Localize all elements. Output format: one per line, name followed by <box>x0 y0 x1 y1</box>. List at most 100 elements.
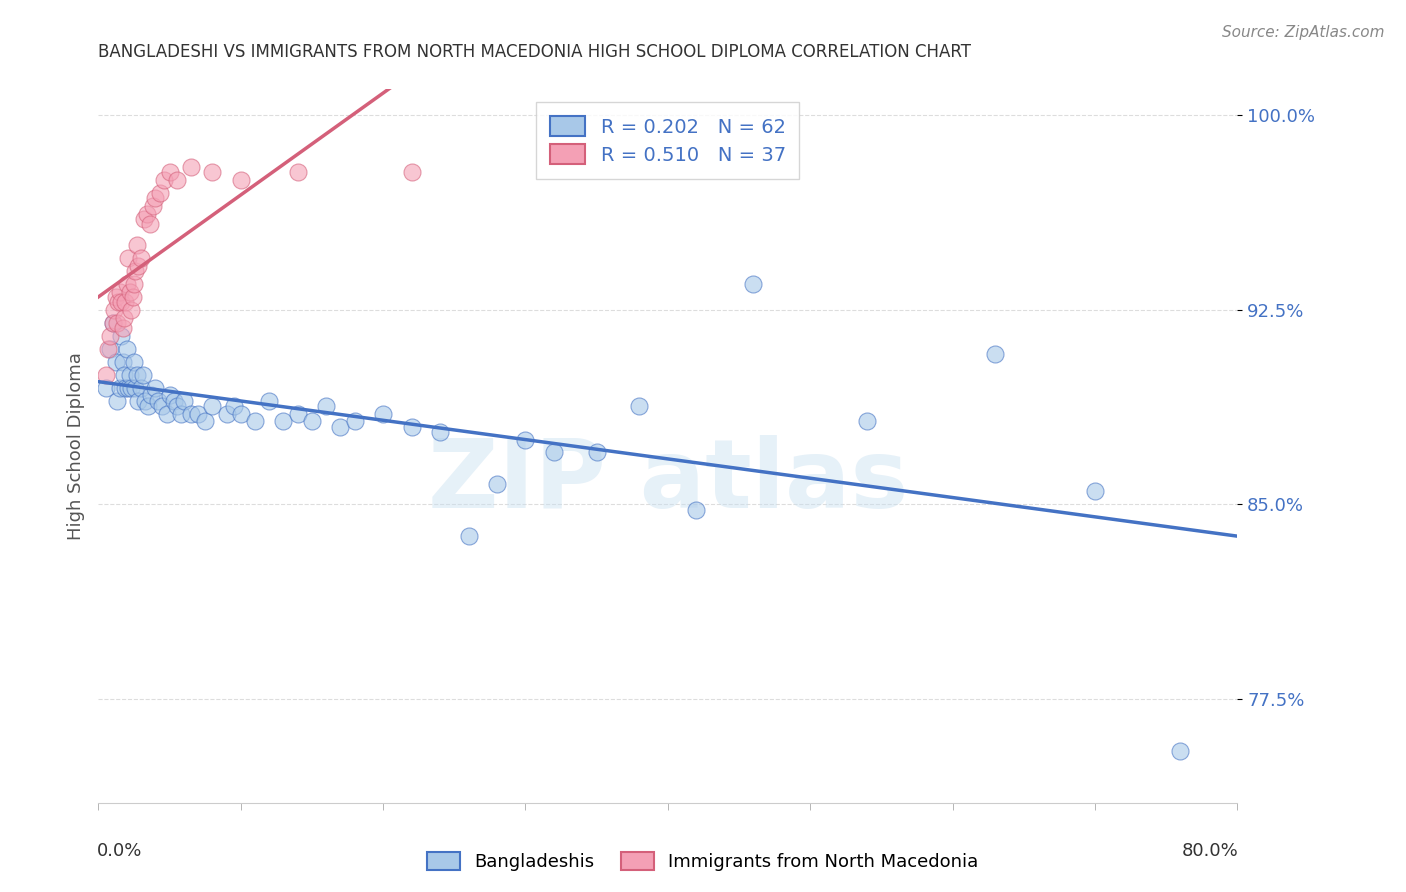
Point <box>131 368 153 382</box>
Point <box>373 407 395 421</box>
Point <box>97 342 120 356</box>
Point <box>125 238 148 252</box>
Point <box>114 295 136 310</box>
Point <box>170 407 193 421</box>
Point <box>194 414 217 428</box>
Point <box>215 407 238 421</box>
Point <box>180 407 202 421</box>
Point <box>117 251 139 265</box>
Point <box>111 354 134 368</box>
Point <box>105 316 128 330</box>
Point <box>125 368 148 382</box>
Point <box>127 393 149 408</box>
Point <box>98 328 121 343</box>
Point <box>148 393 170 408</box>
Point <box>122 277 145 291</box>
Point <box>515 433 537 447</box>
Point <box>287 165 309 179</box>
Point <box>129 251 152 265</box>
Point <box>132 211 155 226</box>
Point <box>173 393 195 408</box>
Point <box>94 368 117 382</box>
Point <box>139 388 162 402</box>
Point <box>127 259 149 273</box>
Point <box>115 342 138 356</box>
Point <box>742 277 765 291</box>
Point <box>273 414 295 428</box>
Point <box>401 419 423 434</box>
Point <box>134 393 156 408</box>
Point <box>112 310 135 325</box>
Point <box>122 354 145 368</box>
Point <box>101 316 124 330</box>
Point <box>628 399 651 413</box>
Point <box>149 186 172 200</box>
Point <box>152 399 174 413</box>
Point <box>685 502 707 516</box>
Point <box>166 399 188 413</box>
Point <box>166 173 188 187</box>
Legend: Bangladeshis, Immigrants from North Macedonia: Bangladeshis, Immigrants from North Mace… <box>420 845 986 879</box>
Point <box>543 445 565 459</box>
Point <box>315 399 337 413</box>
Point <box>229 173 252 187</box>
Point <box>145 381 167 395</box>
Point <box>94 381 117 395</box>
Point <box>343 414 366 428</box>
Point <box>429 425 451 439</box>
Point <box>401 165 423 179</box>
Point <box>329 419 352 434</box>
Point <box>120 381 142 395</box>
Point <box>243 414 266 428</box>
Point <box>117 381 139 395</box>
Point <box>98 342 121 356</box>
Point <box>121 290 143 304</box>
Point <box>159 165 181 179</box>
Point <box>136 399 159 413</box>
Point <box>129 381 152 395</box>
Point <box>105 393 128 408</box>
Point <box>101 316 124 330</box>
Point <box>486 476 509 491</box>
Point <box>111 321 134 335</box>
Point <box>145 191 167 205</box>
Point <box>118 368 141 382</box>
Point <box>135 207 157 221</box>
Point <box>138 217 160 231</box>
Point <box>103 302 125 317</box>
Point <box>1170 744 1192 758</box>
Point <box>457 528 479 542</box>
Text: ZIP atlas: ZIP atlas <box>427 435 908 528</box>
Point <box>287 407 309 421</box>
Point <box>112 368 135 382</box>
Point <box>107 295 129 310</box>
Point <box>124 381 146 395</box>
Point <box>104 290 127 304</box>
Point <box>108 285 131 299</box>
Point <box>110 295 132 310</box>
Point <box>163 393 186 408</box>
Point <box>1084 484 1107 499</box>
Point <box>114 381 136 395</box>
Text: 0.0%: 0.0% <box>97 842 142 860</box>
Point <box>156 407 179 421</box>
Point <box>585 445 607 459</box>
Point <box>201 399 224 413</box>
Legend: R = 0.202   N = 62, R = 0.510   N = 37: R = 0.202 N = 62, R = 0.510 N = 37 <box>537 103 799 178</box>
Point <box>201 165 224 179</box>
Point <box>301 414 323 428</box>
Text: Source: ZipAtlas.com: Source: ZipAtlas.com <box>1222 25 1385 40</box>
Text: BANGLADESHI VS IMMIGRANTS FROM NORTH MACEDONIA HIGH SCHOOL DIPLOMA CORRELATION C: BANGLADESHI VS IMMIGRANTS FROM NORTH MAC… <box>98 43 972 61</box>
Point <box>222 399 245 413</box>
Point <box>159 388 181 402</box>
Point <box>120 302 142 317</box>
Point <box>180 160 202 174</box>
Point <box>104 354 127 368</box>
Point <box>110 328 132 343</box>
Y-axis label: High School Diploma: High School Diploma <box>66 352 84 540</box>
Text: 80.0%: 80.0% <box>1181 842 1239 860</box>
Point <box>259 393 281 408</box>
Point <box>141 199 163 213</box>
Point <box>124 264 146 278</box>
Point <box>108 381 131 395</box>
